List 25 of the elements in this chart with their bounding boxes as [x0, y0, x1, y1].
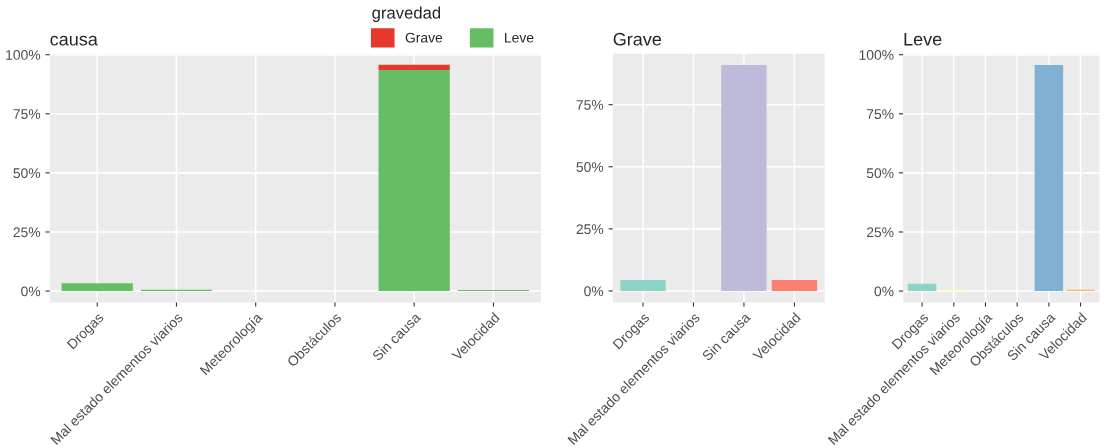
y-tick-label: 0% [21, 286, 41, 297]
y-tick-label: 0% [584, 286, 604, 297]
bar [378, 64, 450, 71]
bar [907, 283, 937, 292]
y-tick-label: 50% [866, 168, 894, 179]
chart-title: Leve [904, 33, 942, 46]
y-tick-label: 75% [576, 100, 604, 110]
bar [1034, 65, 1064, 292]
y-tick-label: 75% [866, 109, 894, 119]
chart-title: Grave [613, 32, 662, 46]
y-tick-label: 25% [13, 227, 41, 238]
legend-label: Leve [505, 32, 534, 43]
y-tick-label: 25% [576, 224, 604, 235]
y-tick-label: 100% [6, 50, 41, 60]
chart-title: causa [50, 35, 98, 46]
y-tick-label: 50% [576, 162, 604, 172]
legend-title: gravedad [372, 6, 441, 23]
y-tick-label: 25% [866, 227, 894, 238]
legend-label: Grave [405, 32, 443, 43]
y-tick-label: 100% [859, 50, 894, 60]
bar [61, 283, 133, 292]
y-tick-label: 50% [13, 168, 41, 179]
y-tick-label: 75% [13, 109, 41, 119]
y-tick-label: 0% [874, 286, 894, 297]
bar [378, 70, 450, 292]
